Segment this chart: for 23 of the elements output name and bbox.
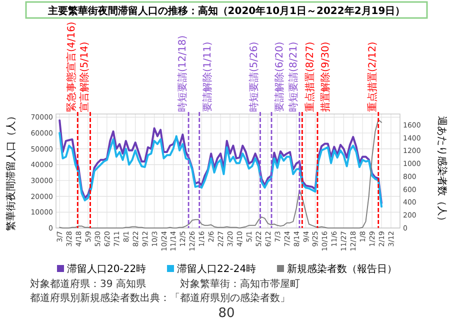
text: 都道府県別新規感染者数出典：「都道府県別の感染者数」 [30,292,290,304]
text: 80 [218,306,235,320]
ref-line-label: 措置解除(9/30) [319,42,332,112]
legend-label: 滞留人口20-22時 [67,263,146,275]
y2-axis-title: 週あたり感染者数（人） [436,116,448,226]
ref-line-label: 要請解除(1/11) [201,42,214,112]
ref-line-label: 緊急事態宣言(4/16) [66,22,78,112]
legend-label: 滞留人口22-24時 [177,263,256,275]
ref-line-label: 時短要請(12/18) [176,35,189,112]
line-series [59,119,382,228]
ref-line-label: 重点措置(8/27) [304,42,316,112]
ref-line-label: 重点措置(2/12) [366,42,378,112]
text: 対象繁華街：高知市帯屋町 [180,278,300,290]
ref-line-label: 要請解除(6/20) [274,42,286,112]
legend-label: 新規感染者数（報告日） [287,263,397,275]
text: 対象都道府県：39 高知県 [30,278,146,290]
ref-line-label: 時短要請(8/21) [287,42,300,112]
ref-line-label: 宣言解除(5/14) [78,42,90,112]
chart-title: 主要繁華街夜間滞留人口の推移：高知（2020年10月1日～2022年2月19日） [46,5,406,17]
line-series [58,119,383,204]
y-axis-title: 繁華街夜間滞留人口（人） [5,111,17,231]
ref-line-label: 時短要請(5/26) [248,42,260,112]
line-series [58,132,383,208]
